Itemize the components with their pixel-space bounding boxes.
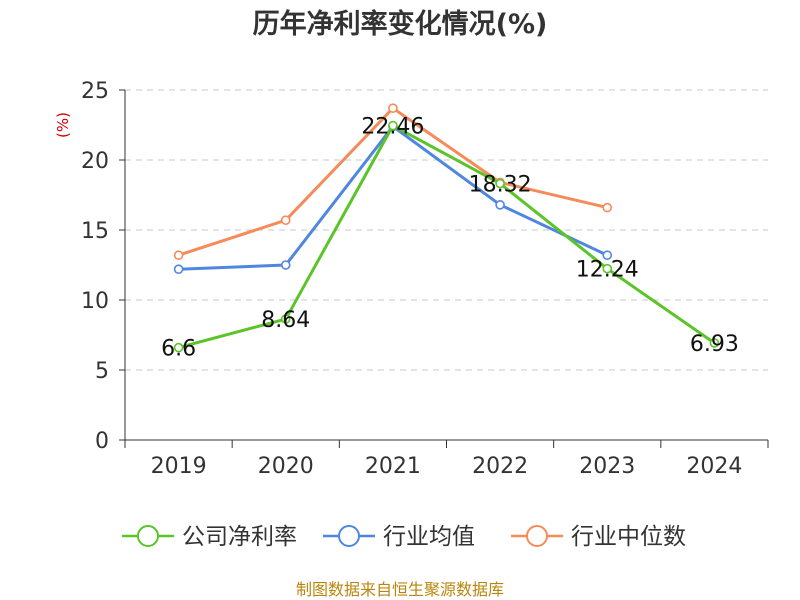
data-labels: 6.6 8.64 22.46 18.32 12.24 6.93 bbox=[161, 115, 739, 362]
y-tick-label: 0 bbox=[95, 429, 109, 454]
y-tick-label: 10 bbox=[81, 289, 109, 314]
legend-label: 公司净利率 bbox=[182, 524, 297, 550]
data-label: 22.46 bbox=[361, 115, 424, 140]
data-point bbox=[495, 178, 505, 189]
data-label: 12.24 bbox=[576, 258, 639, 283]
series-line bbox=[178, 124, 608, 271]
data-point bbox=[173, 342, 184, 353]
x-tick-label: 2024 bbox=[686, 454, 742, 479]
data-point bbox=[173, 250, 184, 260]
data-point bbox=[280, 260, 291, 270]
legend-label: 行业中位数 bbox=[571, 524, 686, 550]
data-point bbox=[709, 338, 720, 348]
legend-marker bbox=[137, 525, 159, 547]
data-label: 8.64 bbox=[261, 308, 310, 333]
x-tick-label: 2022 bbox=[472, 454, 528, 479]
legend-item[interactable]: 行业均值 bbox=[323, 524, 475, 550]
data-point bbox=[388, 120, 398, 131]
legend-marker bbox=[526, 525, 548, 547]
x-tick-label: 2020 bbox=[258, 454, 314, 479]
series-1 bbox=[173, 120, 720, 353]
series-line bbox=[178, 124, 716, 350]
grid bbox=[125, 89, 768, 371]
x-tick-label: 2023 bbox=[579, 454, 635, 479]
source-note: 制图数据来自恒生聚源数据库 bbox=[296, 580, 504, 599]
data-label: 6.6 bbox=[161, 337, 196, 362]
x-tick-label: 2021 bbox=[365, 454, 421, 479]
y-axis-label: (%) bbox=[54, 112, 72, 138]
data-label: 18.32 bbox=[469, 173, 532, 198]
data-point bbox=[173, 264, 184, 275]
legend-item[interactable]: 行业中位数 bbox=[511, 524, 686, 550]
data-label: 6.93 bbox=[690, 332, 739, 357]
data-point bbox=[602, 250, 613, 260]
legend[interactable]: 公司净利率 行业均值 行业中位数 bbox=[122, 524, 686, 550]
y-tick-label: 25 bbox=[81, 79, 109, 104]
series-2 bbox=[173, 121, 613, 275]
data-point bbox=[602, 202, 613, 213]
axes: 0 5 10 15 20 25 2019 2020 2021 2022 2023 2024 bbox=[81, 79, 769, 479]
data-point bbox=[602, 263, 613, 274]
y-tick-label: 15 bbox=[81, 219, 109, 244]
legend-label: 行业均值 bbox=[383, 524, 475, 550]
series-layer bbox=[173, 103, 720, 353]
data-point bbox=[388, 103, 398, 113]
data-point bbox=[280, 314, 291, 324]
chart-title: 历年净利率变化情况(%) bbox=[253, 8, 548, 40]
x-tick-label: 2019 bbox=[151, 454, 207, 479]
data-point bbox=[495, 200, 505, 210]
data-point bbox=[280, 215, 291, 225]
y-tick-label: 20 bbox=[81, 149, 109, 174]
y-tick-label: 5 bbox=[95, 359, 109, 384]
legend-item[interactable]: 公司净利率 bbox=[122, 524, 297, 550]
legend-marker bbox=[338, 525, 360, 547]
